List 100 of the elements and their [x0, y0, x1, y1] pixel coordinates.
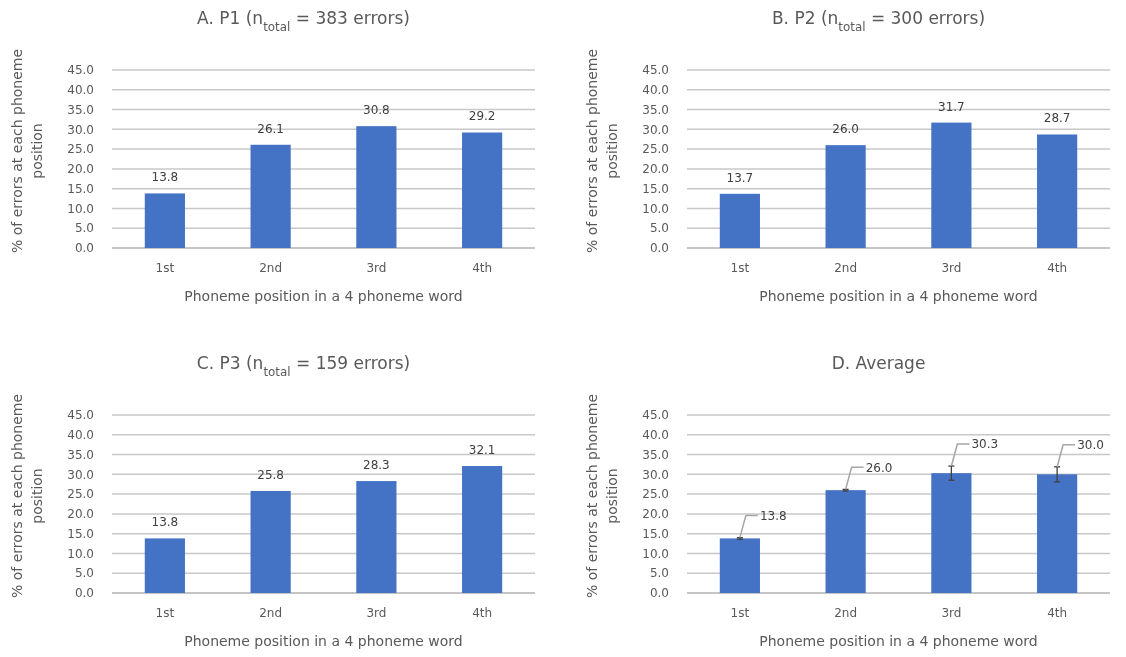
y-tick-label: 45.0 [642, 63, 669, 78]
y-tick-label: 0.0 [649, 241, 669, 256]
y-axis-title: % of errors at each phoneme position [9, 393, 45, 599]
y-tick-label: 25.0 [67, 142, 94, 157]
x-tick-label: 3rd [366, 261, 387, 275]
y-tick-label: 15.0 [67, 526, 94, 541]
data-label: 13.8 [151, 515, 179, 530]
x-tick-label: 1st [730, 261, 750, 275]
x-tick-label: 4th [472, 606, 493, 620]
y-tick-label: 15.0 [642, 526, 669, 541]
x-tick-label: 2nd [259, 261, 283, 275]
data-label: 26.1 [257, 121, 284, 136]
data-label: 30.0 [1077, 438, 1104, 453]
bar [144, 193, 185, 248]
x-tick-label: 3rd [941, 261, 962, 275]
bar [462, 132, 503, 248]
y-tick-label: 25.0 [67, 487, 94, 502]
bar [1037, 474, 1078, 593]
y-tick-label: 5.0 [74, 221, 94, 236]
data-label: 28.3 [363, 458, 390, 473]
x-tick-label: 2nd [834, 261, 858, 275]
bar [356, 481, 397, 593]
bar [825, 145, 866, 248]
x-tick-label: 3rd [366, 606, 387, 620]
y-tick-label: 35.0 [642, 447, 669, 462]
chart-title: C. P3 (n$_{total}$ = 159 errors) [196, 353, 411, 379]
y-tick-label: 0.0 [74, 586, 94, 601]
y-axis-title: % of errors at each phoneme position [9, 48, 45, 254]
y-tick-label: 5.0 [74, 566, 94, 581]
y-tick-label: 0.0 [74, 241, 94, 256]
chart-title: B. P2 (n$_{total}$ = 300 errors) [771, 8, 986, 34]
x-tick-label: 4th [1047, 606, 1068, 620]
y-axis-title: % of errors at each phoneme position [584, 393, 620, 599]
bar [462, 466, 503, 593]
y-axis-title: % of errors at each phoneme position [584, 48, 620, 254]
x-axis-title: Phoneme position in a 4 phoneme word [184, 288, 463, 304]
x-tick-label: 1st [155, 261, 175, 275]
y-tick-label: 20.0 [642, 507, 669, 522]
bar [250, 144, 291, 248]
y-tick-label: 30.0 [67, 467, 94, 482]
y-tick-label: 35.0 [642, 102, 669, 117]
y-tick-label: 10.0 [67, 201, 94, 216]
y-tick-label: 15.0 [67, 181, 94, 196]
bar [356, 126, 397, 248]
y-tick-label: 0.0 [649, 586, 669, 601]
data-label: 13.7 [726, 170, 754, 185]
bar [931, 473, 972, 593]
bar [719, 193, 760, 248]
y-tick-label: 45.0 [67, 63, 94, 78]
y-tick-label: 30.0 [642, 122, 669, 137]
bar [1037, 134, 1078, 248]
y-tick-label: 10.0 [642, 201, 669, 216]
x-axis-title: Phoneme position in a 4 phoneme word [184, 633, 463, 649]
y-tick-label: 5.0 [649, 221, 669, 236]
bar [250, 490, 291, 593]
bar [144, 538, 185, 593]
y-tick-label: 35.0 [67, 447, 94, 462]
data-label: 28.7 [1043, 111, 1071, 126]
y-tick-label: 40.0 [642, 427, 669, 442]
x-tick-label: 1st [730, 606, 750, 620]
y-tick-label: 5.0 [649, 566, 669, 581]
y-tick-label: 25.0 [642, 487, 669, 502]
x-tick-label: 3rd [941, 606, 962, 620]
data-label: 29.2 [468, 109, 496, 124]
y-tick-label: 20.0 [642, 162, 669, 177]
x-tick-label: 2nd [259, 606, 283, 620]
y-tick-label: 40.0 [67, 82, 94, 97]
chart-title: A. P1 (n$_{total}$ = 383 errors) [197, 8, 410, 34]
y-tick-label: 45.0 [67, 408, 94, 423]
x-axis-title: Phoneme position in a 4 phoneme word [759, 288, 1038, 304]
y-tick-label: 30.0 [642, 467, 669, 482]
y-tick-label: 45.0 [642, 408, 669, 423]
data-label: 31.7 [938, 99, 965, 114]
data-label: 26.0 [832, 122, 859, 137]
x-tick-label: 1st [155, 606, 175, 620]
y-tick-label: 40.0 [642, 82, 669, 97]
y-tick-label: 40.0 [67, 427, 94, 442]
data-label: 13.8 [151, 170, 179, 185]
y-tick-label: 20.0 [67, 507, 94, 522]
data-label: 25.8 [257, 467, 284, 482]
x-axis-title: Phoneme position in a 4 phoneme word [759, 633, 1038, 649]
data-label: 26.0 [865, 460, 893, 475]
y-tick-label: 10.0 [642, 546, 669, 561]
y-tick-label: 35.0 [67, 102, 94, 117]
y-tick-label: 10.0 [67, 546, 94, 561]
bar [825, 490, 866, 593]
data-label: 13.8 [759, 508, 787, 523]
bar [931, 122, 972, 248]
y-tick-label: 20.0 [67, 162, 94, 177]
y-tick-label: 25.0 [642, 142, 669, 157]
x-tick-label: 4th [1047, 261, 1068, 275]
x-tick-label: 4th [472, 261, 493, 275]
chart-title: D. Average [831, 353, 926, 373]
y-tick-label: 30.0 [67, 122, 94, 137]
data-label: 30.3 [971, 437, 999, 452]
data-label: 30.8 [363, 103, 390, 118]
bar [719, 538, 760, 593]
x-tick-label: 2nd [834, 606, 858, 620]
data-label: 32.1 [468, 443, 496, 458]
y-tick-label: 15.0 [642, 181, 669, 196]
